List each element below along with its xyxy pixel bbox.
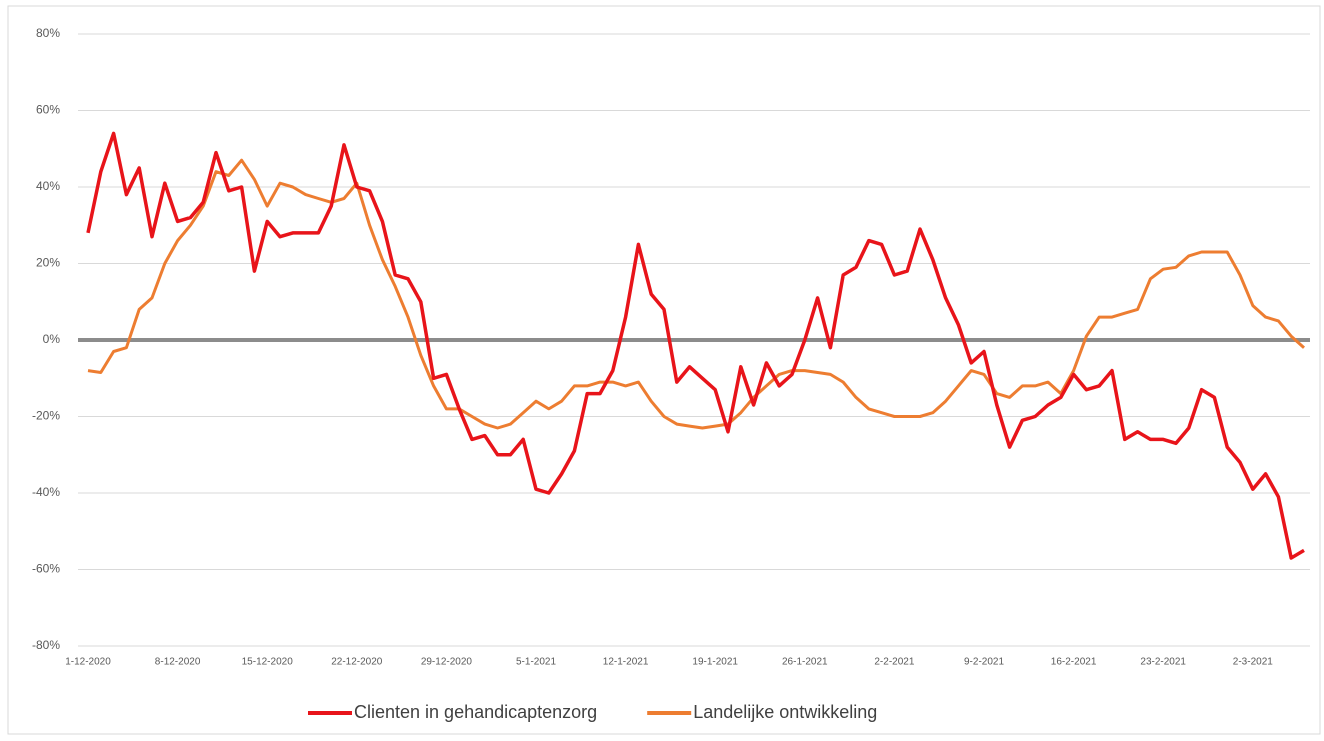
x-tick-label: 16-2-2021 (1051, 657, 1097, 668)
chart-border (7, 5, 1321, 735)
series-line (87, 158, 1306, 430)
x-tick-label: 8-12-2020 (155, 657, 201, 668)
x-tick-label: 19-1-2021 (692, 657, 738, 668)
y-tick-label: 0% (43, 332, 61, 346)
y-tick-label: 80% (36, 26, 60, 40)
x-tick-label: 23-2-2021 (1140, 657, 1186, 668)
y-tick-label: -60% (32, 562, 60, 576)
legend-label: Landelijke ontwikkeling (693, 702, 877, 722)
y-tick-label: -20% (32, 409, 60, 423)
x-tick-label: 29-12-2020 (421, 657, 473, 668)
y-tick-label: -40% (32, 485, 60, 499)
x-tick-label: 2-2-2021 (874, 657, 914, 668)
y-tick-label: 40% (36, 179, 60, 193)
x-tick-label: 22-12-2020 (331, 657, 383, 668)
x-tick-label: 1-12-2020 (65, 657, 111, 668)
x-tick-label: 26-1-2021 (782, 657, 828, 668)
legend-label: Clienten in gehandicaptenzorg (354, 702, 597, 722)
y-tick-label: -80% (32, 638, 60, 652)
x-tick-label: 5-1-2021 (516, 657, 556, 668)
x-tick-label: 9-2-2021 (964, 657, 1004, 668)
y-tick-label: 60% (36, 103, 60, 117)
x-tick-label: 2-3-2021 (1233, 657, 1273, 668)
series-line (86, 131, 1305, 560)
x-tick-label: 15-12-2020 (242, 657, 294, 668)
x-tick-label: 12-1-2021 (603, 657, 649, 668)
y-tick-label: 20% (36, 256, 60, 270)
